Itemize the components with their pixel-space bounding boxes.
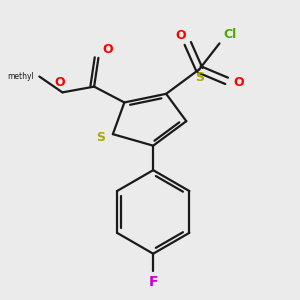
Text: S: S [96,130,105,143]
Text: O: O [175,29,186,42]
Text: O: O [234,76,244,89]
Text: Cl: Cl [224,28,237,40]
Text: S: S [195,71,204,84]
Text: O: O [55,76,65,89]
Text: F: F [148,275,158,289]
Text: methyl: methyl [7,72,34,81]
Text: O: O [103,44,113,56]
